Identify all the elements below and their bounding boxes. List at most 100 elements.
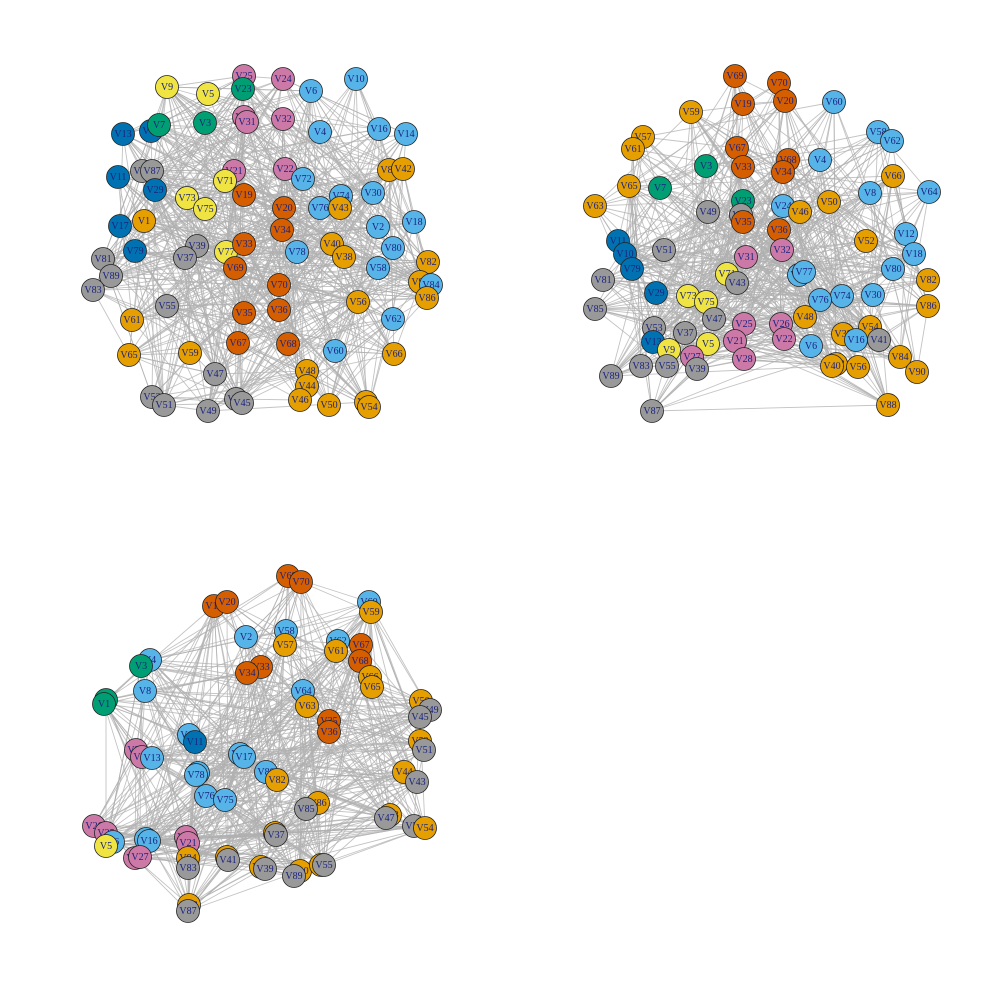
node-label: V59 — [181, 348, 198, 359]
edge-line — [204, 90, 312, 124]
node-v34: V34 — [270, 218, 294, 242]
node-label: V12 — [897, 229, 914, 240]
node-circle — [117, 343, 141, 367]
node-label: V82 — [919, 275, 936, 286]
edge-line — [810, 192, 871, 347]
edge-line — [745, 256, 821, 301]
node-v13: V13 — [111, 122, 135, 146]
edge-line — [186, 197, 237, 400]
edge-line — [243, 636, 247, 758]
node-circle — [108, 214, 132, 238]
edge-line — [148, 605, 215, 842]
node-circle — [685, 357, 709, 381]
node-v48: V48 — [793, 305, 817, 329]
edge-line — [227, 825, 415, 861]
edge-line — [310, 90, 404, 170]
node-circle — [294, 797, 318, 821]
node-v86: V86 — [916, 294, 940, 318]
edge-line — [214, 261, 429, 375]
node-v14: V14 — [394, 122, 418, 146]
node-circle — [215, 590, 239, 614]
edge-line — [105, 601, 228, 834]
node-circle — [876, 393, 900, 417]
node-v20: V20 — [272, 196, 296, 220]
node-circle — [216, 848, 240, 872]
node-label: V11 — [187, 737, 204, 748]
node-v13: V13 — [140, 746, 164, 770]
edge-line — [186, 116, 245, 199]
node-circle — [881, 164, 905, 188]
edge-line — [310, 90, 390, 171]
node-label: V78 — [187, 770, 204, 781]
node-label: V60 — [825, 97, 842, 108]
edge-line — [778, 82, 859, 368]
node-circle — [905, 360, 929, 384]
node-label: V10 — [347, 74, 364, 85]
node-label: V32 — [274, 114, 291, 125]
edge-line — [617, 103, 744, 242]
edge-line — [235, 281, 421, 400]
edge-line — [899, 191, 930, 358]
node-v78: V78 — [285, 240, 309, 264]
edge-line — [92, 289, 308, 372]
node-circle — [235, 110, 259, 134]
node-v65: V65 — [360, 675, 384, 699]
edge-line — [131, 208, 206, 321]
node-circle — [734, 245, 758, 269]
node-label: V13 — [114, 129, 131, 140]
edge-line — [140, 665, 421, 718]
edge-line — [141, 756, 150, 842]
node-label: V55 — [158, 301, 175, 312]
edge-line — [617, 240, 918, 373]
node-circle — [94, 834, 118, 858]
node-label: V60 — [326, 346, 343, 357]
node-v8: V8 — [858, 181, 882, 205]
edge-line — [93, 581, 302, 827]
node-circle — [140, 746, 164, 770]
node-label: V14 — [397, 129, 414, 140]
node-circle — [123, 239, 147, 263]
node-v55: V55 — [655, 354, 679, 378]
node-label: V48 — [298, 366, 315, 377]
node-circle — [679, 100, 703, 124]
node-label: V51 — [155, 400, 172, 411]
node-circle — [285, 240, 309, 264]
node-circle — [861, 283, 885, 307]
edge-line — [282, 118, 415, 223]
node-circle — [854, 229, 878, 253]
node-v42: V42 — [391, 157, 415, 181]
edge-line — [204, 122, 216, 375]
edge-line — [186, 121, 248, 199]
node-circle — [147, 113, 171, 137]
edge-line — [141, 170, 216, 375]
node-label: V3 — [135, 661, 147, 672]
node-circle — [702, 307, 726, 331]
node-label: V36 — [320, 727, 337, 738]
node-label: V69 — [726, 71, 743, 82]
node-v7: V7 — [147, 113, 171, 137]
node-label: V72 — [294, 174, 311, 185]
node-v24: V24 — [271, 67, 295, 91]
node-circle — [771, 160, 795, 184]
edge-line — [278, 284, 394, 320]
edge-line — [299, 676, 371, 872]
node-label: V68 — [279, 339, 296, 350]
edge-line — [233, 170, 243, 404]
node-v12: V12 — [894, 222, 918, 246]
node-v5: V5 — [696, 332, 720, 356]
edge-line — [154, 93, 209, 191]
node-circle — [629, 354, 653, 378]
edge-line — [624, 200, 744, 255]
node-circle — [295, 694, 319, 718]
node-v3: V3 — [694, 154, 718, 178]
node-v4: V4 — [808, 148, 832, 172]
node-label: V29 — [146, 185, 163, 196]
node-label: V53 — [645, 323, 662, 334]
node-label: V30 — [864, 290, 881, 301]
node-label: V69 — [226, 263, 243, 274]
node-label: V20 — [218, 597, 235, 608]
panel-bottom-left: V69V70V19V20V60V59V2V58V57V62V61V67V4V3V… — [82, 564, 442, 923]
node-label: V5 — [202, 89, 214, 100]
edge-line — [299, 640, 339, 872]
node-v37: V37 — [673, 321, 697, 345]
